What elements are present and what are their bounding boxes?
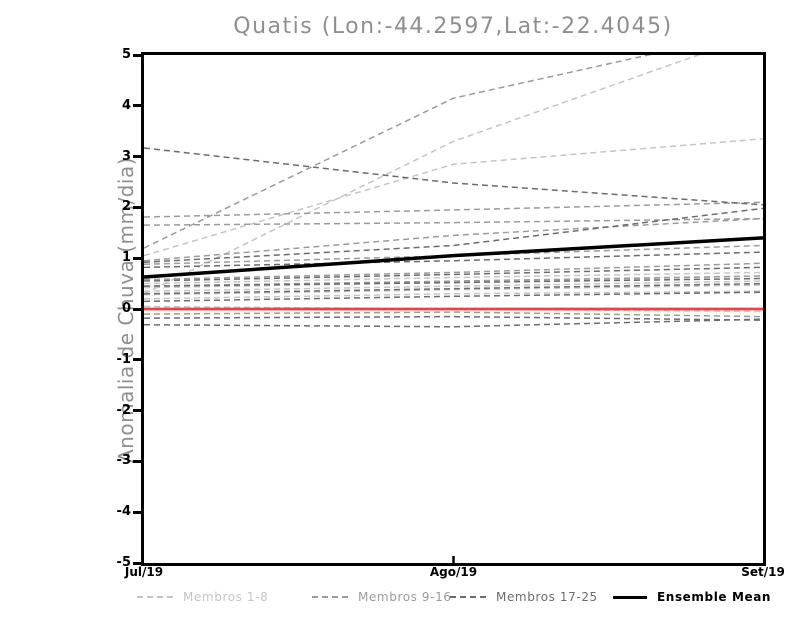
y-tick-mark	[133, 155, 141, 159]
dashed-line-icon	[137, 596, 173, 598]
ensemble-member-line	[144, 55, 652, 249]
plot-area	[144, 55, 763, 563]
y-tick-mark	[133, 205, 141, 209]
y-tick-label: -3	[116, 453, 131, 469]
y-tick-label: 0	[121, 301, 131, 316]
dashed-line-icon	[312, 596, 348, 598]
ensemble-member-line	[144, 305, 763, 313]
legend-label: Membros 1-8	[183, 590, 269, 604]
ensemble-member-line	[144, 284, 763, 296]
ensemble-member-line	[144, 262, 763, 281]
y-tick-label: 5	[121, 47, 131, 62]
ensemble-member-line	[144, 315, 763, 321]
y-tick-mark	[133, 510, 141, 514]
ensemble-member-line	[144, 266, 763, 282]
y-tick-mark	[133, 256, 141, 260]
ensemble-member-line	[144, 147, 763, 206]
ensemble-member-line	[144, 251, 763, 269]
ensemble-member-line	[144, 138, 763, 257]
y-tick-mark	[133, 307, 141, 311]
ensemble-member-line	[144, 201, 763, 218]
y-tick-mark	[133, 459, 141, 463]
y-tick-label: -1	[116, 351, 131, 367]
legend-label: Membros 17-25	[496, 590, 598, 604]
y-tick-label: 4	[121, 97, 131, 113]
legend: Membros 1-8 Membros 9-16 Membros 17-25 E…	[0, 589, 800, 609]
ensemble-member-line	[144, 217, 763, 226]
y-tick-label: 1	[121, 250, 131, 266]
ensemble-member-line	[144, 217, 763, 262]
ensemble-member-line	[144, 311, 763, 318]
y-tick-label: -5	[116, 555, 131, 570]
legend-item-membros-17-25: Membros 17-25	[450, 589, 598, 605]
ensemble-member-line	[144, 280, 763, 292]
dashed-line-icon	[450, 596, 486, 598]
solid-line-icon	[613, 595, 647, 599]
ensemble-member-line	[144, 291, 763, 303]
y-tick-label: 2	[121, 199, 131, 215]
x-tick-label: Set/19	[741, 565, 785, 579]
chart-title: Quatis (Lon:-44.2597,Lat:-22.4045)	[233, 14, 673, 39]
x-tick-label: Ago/19	[429, 565, 478, 579]
legend-label: Membros 9-16	[358, 590, 452, 604]
y-tick-label: -4	[116, 504, 131, 520]
ensemble-member-line	[144, 55, 701, 295]
y-tick-mark	[133, 409, 141, 413]
plot-frame	[141, 52, 766, 566]
x-tick-label: Jul/19	[124, 565, 164, 579]
ensemble-member-line	[144, 290, 763, 300]
ensemble-member-line	[144, 207, 763, 264]
legend-item-membros-1-8: Membros 1-8	[137, 589, 268, 605]
ensemble-member-line	[144, 282, 763, 295]
ensemble-mean-line	[144, 236, 763, 279]
legend-item-membros-9-16: Membros 9-16	[312, 589, 452, 605]
y-tick-mark	[133, 53, 141, 57]
y-tick-label: -2	[116, 402, 131, 418]
y-tick-mark	[133, 358, 141, 362]
ensemble-member-line	[144, 244, 763, 266]
y-tick-mark	[133, 104, 141, 108]
ensemble-member-line	[144, 318, 763, 328]
legend-label: Ensemble Mean	[657, 590, 772, 604]
ensemble-member-line	[144, 271, 763, 285]
y-tick-label: 3	[121, 148, 131, 164]
legend-item-ensemble-mean: Ensemble Mean	[613, 589, 771, 605]
y-tick-mark	[133, 561, 141, 565]
ensemble-member-line	[144, 277, 763, 287]
